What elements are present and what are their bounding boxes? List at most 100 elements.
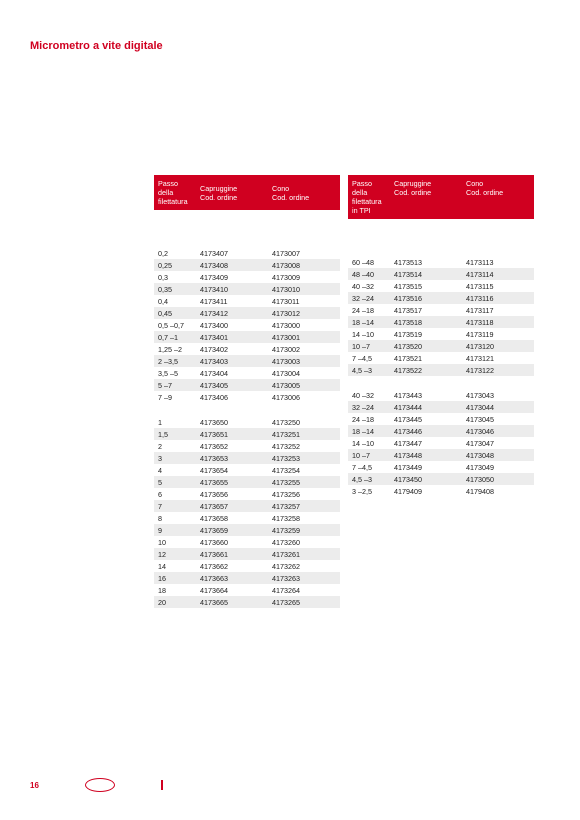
table-row: 641736564173256 <box>154 488 340 500</box>
table-row: 1441736624173262 <box>154 560 340 572</box>
table-cell: 4173121 <box>462 352 534 364</box>
table-cell: 1 <box>154 416 196 428</box>
page-title: Micrometro a vite digitale <box>30 40 163 52</box>
table-cell: 4173662 <box>196 560 268 572</box>
page-number: 16 <box>30 781 39 790</box>
table-row: 141736504173250 <box>154 416 340 428</box>
table-cell: 4173411 <box>196 295 268 307</box>
table-cell: 9 <box>154 524 196 536</box>
table-row: 10 –741734484173048 <box>348 449 534 461</box>
table-row: 241736524173252 <box>154 440 340 452</box>
footer-ellipse-icon <box>85 778 115 792</box>
lh-col2a: Capruggine <box>200 184 237 193</box>
right-sect1: UST 60° <box>348 243 534 256</box>
table-cell: 4173661 <box>196 548 268 560</box>
table-row: 18 –1441734464173046 <box>348 425 534 437</box>
table-cell: 4173006 <box>268 391 340 403</box>
table-cell: 4173253 <box>268 452 340 464</box>
table-cell: 4173444 <box>390 401 462 413</box>
lh-col2b: Cod. ordine <box>200 193 237 202</box>
right-sub1: Diametri medi, filettature esterne <box>348 219 534 243</box>
lh-col3b: Cod. ordine <box>272 193 309 202</box>
left-rows2: 1417365041732501,54173651417325124173652… <box>154 416 340 608</box>
left-sub1a: Diametri medi, <box>158 213 204 222</box>
right-sub1a: Diametri medi, <box>352 222 398 231</box>
rh-col1a: Passo <box>352 179 372 188</box>
table-row: 941736594173259 <box>154 524 340 536</box>
table-cell: 20 <box>154 596 196 608</box>
table-cell: 4173122 <box>462 364 534 376</box>
left-table: Passo della filettatura Capruggine Cod. … <box>154 175 340 608</box>
table-cell: 4173654 <box>196 464 268 476</box>
rh-col1: Passo della filettatura in TPI <box>348 175 390 219</box>
table-cell: 32 –24 <box>348 292 390 304</box>
table-row: 7 –941734064173006 <box>154 391 340 403</box>
table-cell: 4173007 <box>268 247 340 259</box>
table-cell: 4173002 <box>268 343 340 355</box>
table-cell: 3 <box>154 452 196 464</box>
table-cell: 4 <box>154 464 196 476</box>
table-cell: 4173251 <box>268 428 340 440</box>
table-row: 10 –741735204173120 <box>348 340 534 352</box>
table-cell: 18 <box>154 584 196 596</box>
table-row: 24 –1841734454173045 <box>348 413 534 425</box>
table-cell: 4173406 <box>196 391 268 403</box>
table-cell: 4173518 <box>390 316 462 328</box>
table-cell: 24 –18 <box>348 304 390 316</box>
table-cell: 10 –7 <box>348 449 390 461</box>
rh-col3b: Cod. ordine <box>466 188 503 197</box>
table-cell: 4173119 <box>462 328 534 340</box>
table-cell: 4173115 <box>462 280 534 292</box>
table-cell: 48 –40 <box>348 268 390 280</box>
table-cell: 0,7 –1 <box>154 331 196 343</box>
table-cell: 4173255 <box>268 476 340 488</box>
table-row: 0,441734114173011 <box>154 295 340 307</box>
table-cell: 14 –10 <box>348 437 390 449</box>
table-cell: 14 –10 <box>348 328 390 340</box>
left-sub1: Diametri medi, filettature esterne <box>154 210 340 234</box>
rh-col1d: in TPI <box>352 206 371 215</box>
table-cell: 4173004 <box>268 367 340 379</box>
table-cell: 4173044 <box>462 401 534 413</box>
table-row: 14 –1041735194173119 <box>348 328 534 340</box>
table-cell: 4173403 <box>196 355 268 367</box>
lh-col1b: filettatura <box>158 197 188 206</box>
table-cell: 0,35 <box>154 283 196 295</box>
table-cell: 4173410 <box>196 283 268 295</box>
table-cell: 4173521 <box>390 352 462 364</box>
table-row: 0,241734074173007 <box>154 247 340 259</box>
table-cell: 3,5 –5 <box>154 367 196 379</box>
table-cell: 14 <box>154 560 196 572</box>
table-cell: 4173001 <box>268 331 340 343</box>
table-cell: 7 –4,5 <box>348 461 390 473</box>
page-footer: 16 <box>30 778 550 792</box>
table-cell: 4173446 <box>390 425 462 437</box>
table-row: 1,25 –241734024173002 <box>154 343 340 355</box>
table-cell: 4173008 <box>268 259 340 271</box>
table-cell: 4173443 <box>390 389 462 401</box>
table-row: 24 –1841735174173117 <box>348 304 534 316</box>
table-cell: 4173522 <box>390 364 462 376</box>
table-cell: 4173402 <box>196 343 268 355</box>
table-cell: 0,5 –0,7 <box>154 319 196 331</box>
table-row: 40 –3241735154173115 <box>348 280 534 292</box>
table-row: 5 –741734054173005 <box>154 379 340 391</box>
table-cell: 4173652 <box>196 440 268 452</box>
table-row: 3 –2,541794094179408 <box>348 485 534 497</box>
table-cell: 4173257 <box>268 500 340 512</box>
table-cell: 4173412 <box>196 307 268 319</box>
table-row: 0,4541734124173012 <box>154 307 340 319</box>
table-cell: 4173650 <box>196 416 268 428</box>
rh-col3: Cono Cod. ordine <box>462 175 534 219</box>
table-cell: 4173046 <box>462 425 534 437</box>
table-cell: 4,5 –3 <box>348 364 390 376</box>
table-cell: 4173665 <box>196 596 268 608</box>
table-cell: 4173660 <box>196 536 268 548</box>
table-cell: 4173045 <box>462 413 534 425</box>
table-row: 7 –4,541735214173121 <box>348 352 534 364</box>
table-cell: 10 <box>154 536 196 548</box>
table-cell: 4173405 <box>196 379 268 391</box>
table-cell: 4179408 <box>462 485 534 497</box>
table-row: 18 –1441735184173118 <box>348 316 534 328</box>
table-cell: 4173010 <box>268 283 340 295</box>
